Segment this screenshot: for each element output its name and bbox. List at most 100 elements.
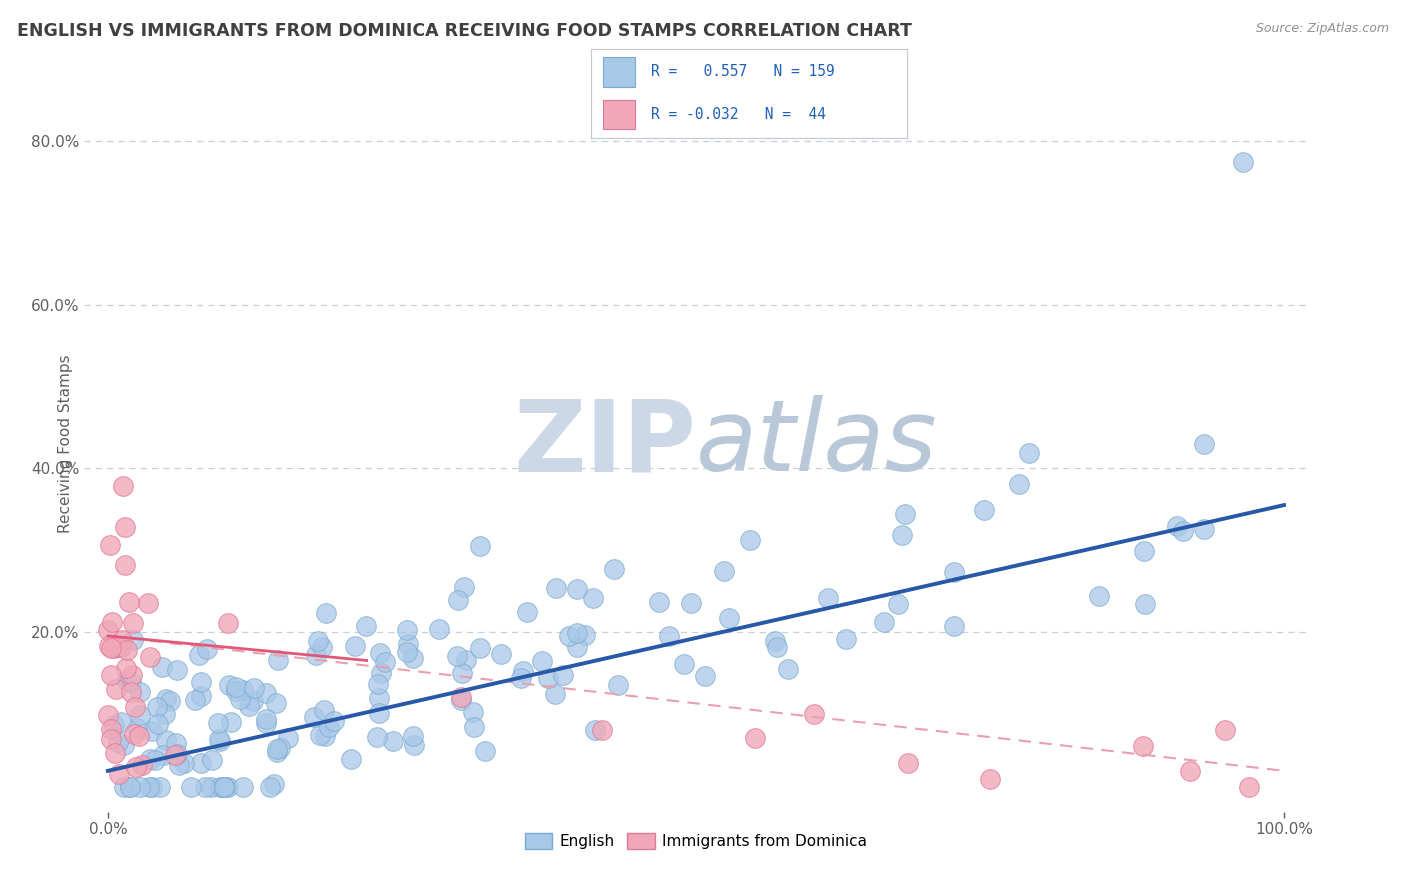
Point bbox=[97, 707, 120, 722]
Point bbox=[648, 595, 671, 609]
Point bbox=[468, 640, 491, 655]
Point bbox=[112, 738, 135, 752]
Point bbox=[510, 671, 533, 685]
Point bbox=[165, 735, 187, 749]
Point bbox=[873, 615, 896, 629]
Point bbox=[112, 780, 135, 795]
Bar bbox=[603, 100, 636, 129]
Point bbox=[463, 705, 485, 719]
Point bbox=[208, 780, 231, 794]
Point bbox=[120, 684, 142, 698]
Point bbox=[583, 723, 606, 737]
Point bbox=[1171, 524, 1194, 538]
Point bbox=[302, 710, 325, 724]
Point bbox=[453, 580, 475, 594]
Point bbox=[122, 615, 145, 630]
Point bbox=[565, 626, 588, 640]
Point bbox=[451, 665, 474, 680]
Point bbox=[218, 678, 240, 692]
Point bbox=[212, 780, 235, 795]
Point bbox=[120, 675, 142, 690]
Point bbox=[229, 691, 252, 706]
Point bbox=[717, 610, 740, 624]
Point bbox=[121, 632, 143, 647]
Point bbox=[214, 780, 236, 795]
Point bbox=[315, 606, 337, 620]
Point bbox=[98, 538, 121, 552]
Point bbox=[269, 741, 291, 756]
Point bbox=[266, 742, 288, 756]
Point bbox=[973, 503, 995, 517]
Text: R =   0.557   N = 159: R = 0.557 N = 159 bbox=[651, 64, 834, 79]
Point bbox=[173, 756, 195, 770]
Point bbox=[190, 756, 212, 770]
Point bbox=[312, 703, 335, 717]
Point bbox=[190, 689, 212, 703]
Point bbox=[979, 772, 1001, 786]
Point bbox=[208, 734, 231, 748]
Point bbox=[943, 618, 966, 632]
Point bbox=[314, 729, 336, 743]
Point bbox=[591, 723, 613, 737]
Point bbox=[141, 780, 163, 795]
Point bbox=[343, 639, 366, 653]
Point bbox=[658, 629, 681, 643]
Point bbox=[155, 692, 177, 706]
Point bbox=[450, 692, 472, 706]
Point bbox=[1007, 476, 1029, 491]
Point bbox=[368, 706, 391, 720]
Point bbox=[446, 648, 468, 663]
Point bbox=[104, 746, 127, 760]
Point bbox=[103, 640, 125, 655]
Point bbox=[125, 721, 148, 735]
Point bbox=[105, 640, 128, 654]
Point bbox=[114, 519, 136, 533]
Point bbox=[1178, 764, 1201, 778]
Point bbox=[254, 712, 277, 726]
Point bbox=[138, 780, 160, 795]
Point bbox=[212, 780, 235, 795]
Point bbox=[491, 648, 513, 662]
Point bbox=[100, 615, 122, 630]
Point bbox=[145, 753, 167, 767]
Point bbox=[817, 591, 839, 605]
Point bbox=[121, 668, 143, 682]
Point bbox=[897, 756, 920, 770]
Point bbox=[468, 539, 491, 553]
Point bbox=[115, 673, 138, 688]
Point bbox=[104, 681, 127, 696]
Point bbox=[266, 745, 288, 759]
Point bbox=[603, 562, 626, 576]
Point bbox=[131, 758, 153, 772]
Point bbox=[232, 780, 254, 795]
Legend: English, Immigrants from Dominica: English, Immigrants from Dominica bbox=[519, 828, 873, 855]
Point bbox=[396, 624, 419, 638]
Point bbox=[97, 640, 120, 654]
Point bbox=[401, 729, 423, 743]
Point bbox=[141, 723, 163, 738]
Point bbox=[219, 714, 242, 729]
Point bbox=[1232, 154, 1254, 169]
Point bbox=[1087, 589, 1109, 603]
Point bbox=[323, 714, 346, 728]
Point bbox=[1132, 544, 1154, 558]
Point bbox=[305, 648, 328, 662]
Point bbox=[124, 726, 146, 740]
Point bbox=[402, 738, 425, 752]
Text: ENGLISH VS IMMIGRANTS FROM DOMINICA RECEIVING FOOD STAMPS CORRELATION CHART: ENGLISH VS IMMIGRANTS FROM DOMINICA RECE… bbox=[17, 22, 911, 40]
Point bbox=[565, 640, 588, 655]
Point bbox=[180, 780, 202, 795]
Point bbox=[544, 687, 567, 701]
Point bbox=[266, 697, 288, 711]
Point bbox=[311, 640, 333, 654]
Point bbox=[695, 668, 717, 682]
Point bbox=[108, 767, 131, 781]
Point bbox=[225, 680, 247, 694]
Point bbox=[100, 731, 122, 746]
Point bbox=[110, 640, 132, 654]
Point bbox=[713, 564, 735, 578]
Point bbox=[155, 733, 177, 747]
Point bbox=[128, 780, 150, 795]
Point bbox=[195, 642, 218, 657]
Point bbox=[153, 706, 176, 721]
